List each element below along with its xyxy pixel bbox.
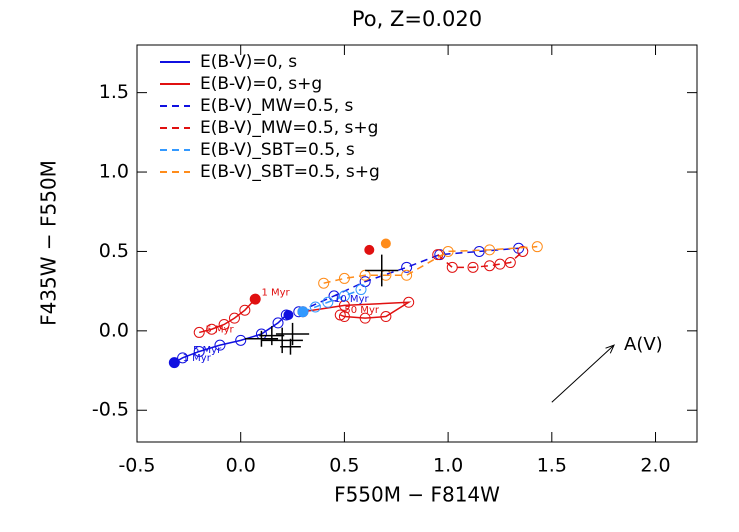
point <box>359 312 371 324</box>
x-tick-label: 1.5 <box>537 455 567 477</box>
start-point <box>283 309 294 320</box>
legend-label: E(B-V)_SBT=0.5, s+g <box>200 162 380 182</box>
series-line <box>199 298 412 334</box>
annotation: 50 Myr <box>344 305 379 316</box>
y-tick-label: 0.0 <box>99 319 129 341</box>
legend-label: E(B-V)=0, s+g <box>200 74 322 94</box>
point <box>446 261 458 273</box>
start-point <box>380 238 391 249</box>
y-tick-label: -0.5 <box>92 399 129 421</box>
extinction-arrow <box>551 344 615 403</box>
point <box>467 261 479 273</box>
annotation: 5 Myr <box>193 345 222 356</box>
legend-label: E(B-V)_SBT=0.5, s <box>200 140 355 160</box>
point <box>318 277 330 289</box>
plot-frame <box>136 44 698 443</box>
point <box>206 323 218 335</box>
x-axis-label: F550M − F814W <box>334 483 500 507</box>
annotation: 5 Myr <box>205 324 234 335</box>
series-line <box>323 245 538 284</box>
arrow-label: A(V) <box>624 334 663 355</box>
legend-label: E(B-V)=0, s <box>200 52 297 72</box>
point <box>494 258 506 270</box>
point <box>504 257 516 269</box>
legend-label: E(B-V)_MW=0.5, s+g <box>200 118 378 138</box>
start-point <box>250 294 261 305</box>
point <box>309 301 321 313</box>
point <box>193 345 205 357</box>
point <box>355 284 367 296</box>
point <box>338 290 350 302</box>
point <box>442 245 454 257</box>
series-line <box>173 314 287 364</box>
start-point <box>364 244 375 255</box>
point <box>193 326 205 338</box>
y-axis-label: F435W − F550M <box>37 160 61 326</box>
point <box>334 309 346 321</box>
start-point <box>169 357 180 368</box>
legend-label: E(B-V)_MW=0.5, s <box>200 96 354 116</box>
y-tick-label: 0.5 <box>99 240 129 262</box>
point <box>338 272 350 284</box>
series-line <box>437 250 524 269</box>
point <box>484 260 496 272</box>
y-tick-label: 1.0 <box>99 161 129 183</box>
point <box>531 241 543 253</box>
point <box>214 339 226 351</box>
point <box>177 352 189 364</box>
series-line <box>302 288 362 313</box>
point <box>322 296 334 308</box>
point <box>218 318 230 330</box>
point <box>403 296 415 308</box>
chart-title: Po, Z=0.020 <box>352 7 482 31</box>
point <box>239 304 251 316</box>
point <box>517 245 529 257</box>
y-tick-label: 1.5 <box>99 81 129 103</box>
point <box>272 317 284 329</box>
annotation: 1 Myr <box>261 288 290 299</box>
x-tick-label: -0.5 <box>118 455 155 477</box>
point <box>235 334 247 346</box>
point <box>484 244 496 256</box>
annotation: 1 Myr <box>183 353 212 364</box>
start-point <box>297 306 308 317</box>
point <box>473 245 485 257</box>
x-tick-label: 1.0 <box>433 455 463 477</box>
point <box>401 261 413 273</box>
annotation: 10 Myr <box>334 294 369 305</box>
point <box>401 269 413 281</box>
x-tick-label: 0.0 <box>226 455 256 477</box>
series-line <box>298 247 519 313</box>
x-tick-label: 0.5 <box>329 455 359 477</box>
x-tick-label: 2.0 <box>640 455 670 477</box>
point <box>228 312 240 324</box>
point <box>380 311 392 323</box>
